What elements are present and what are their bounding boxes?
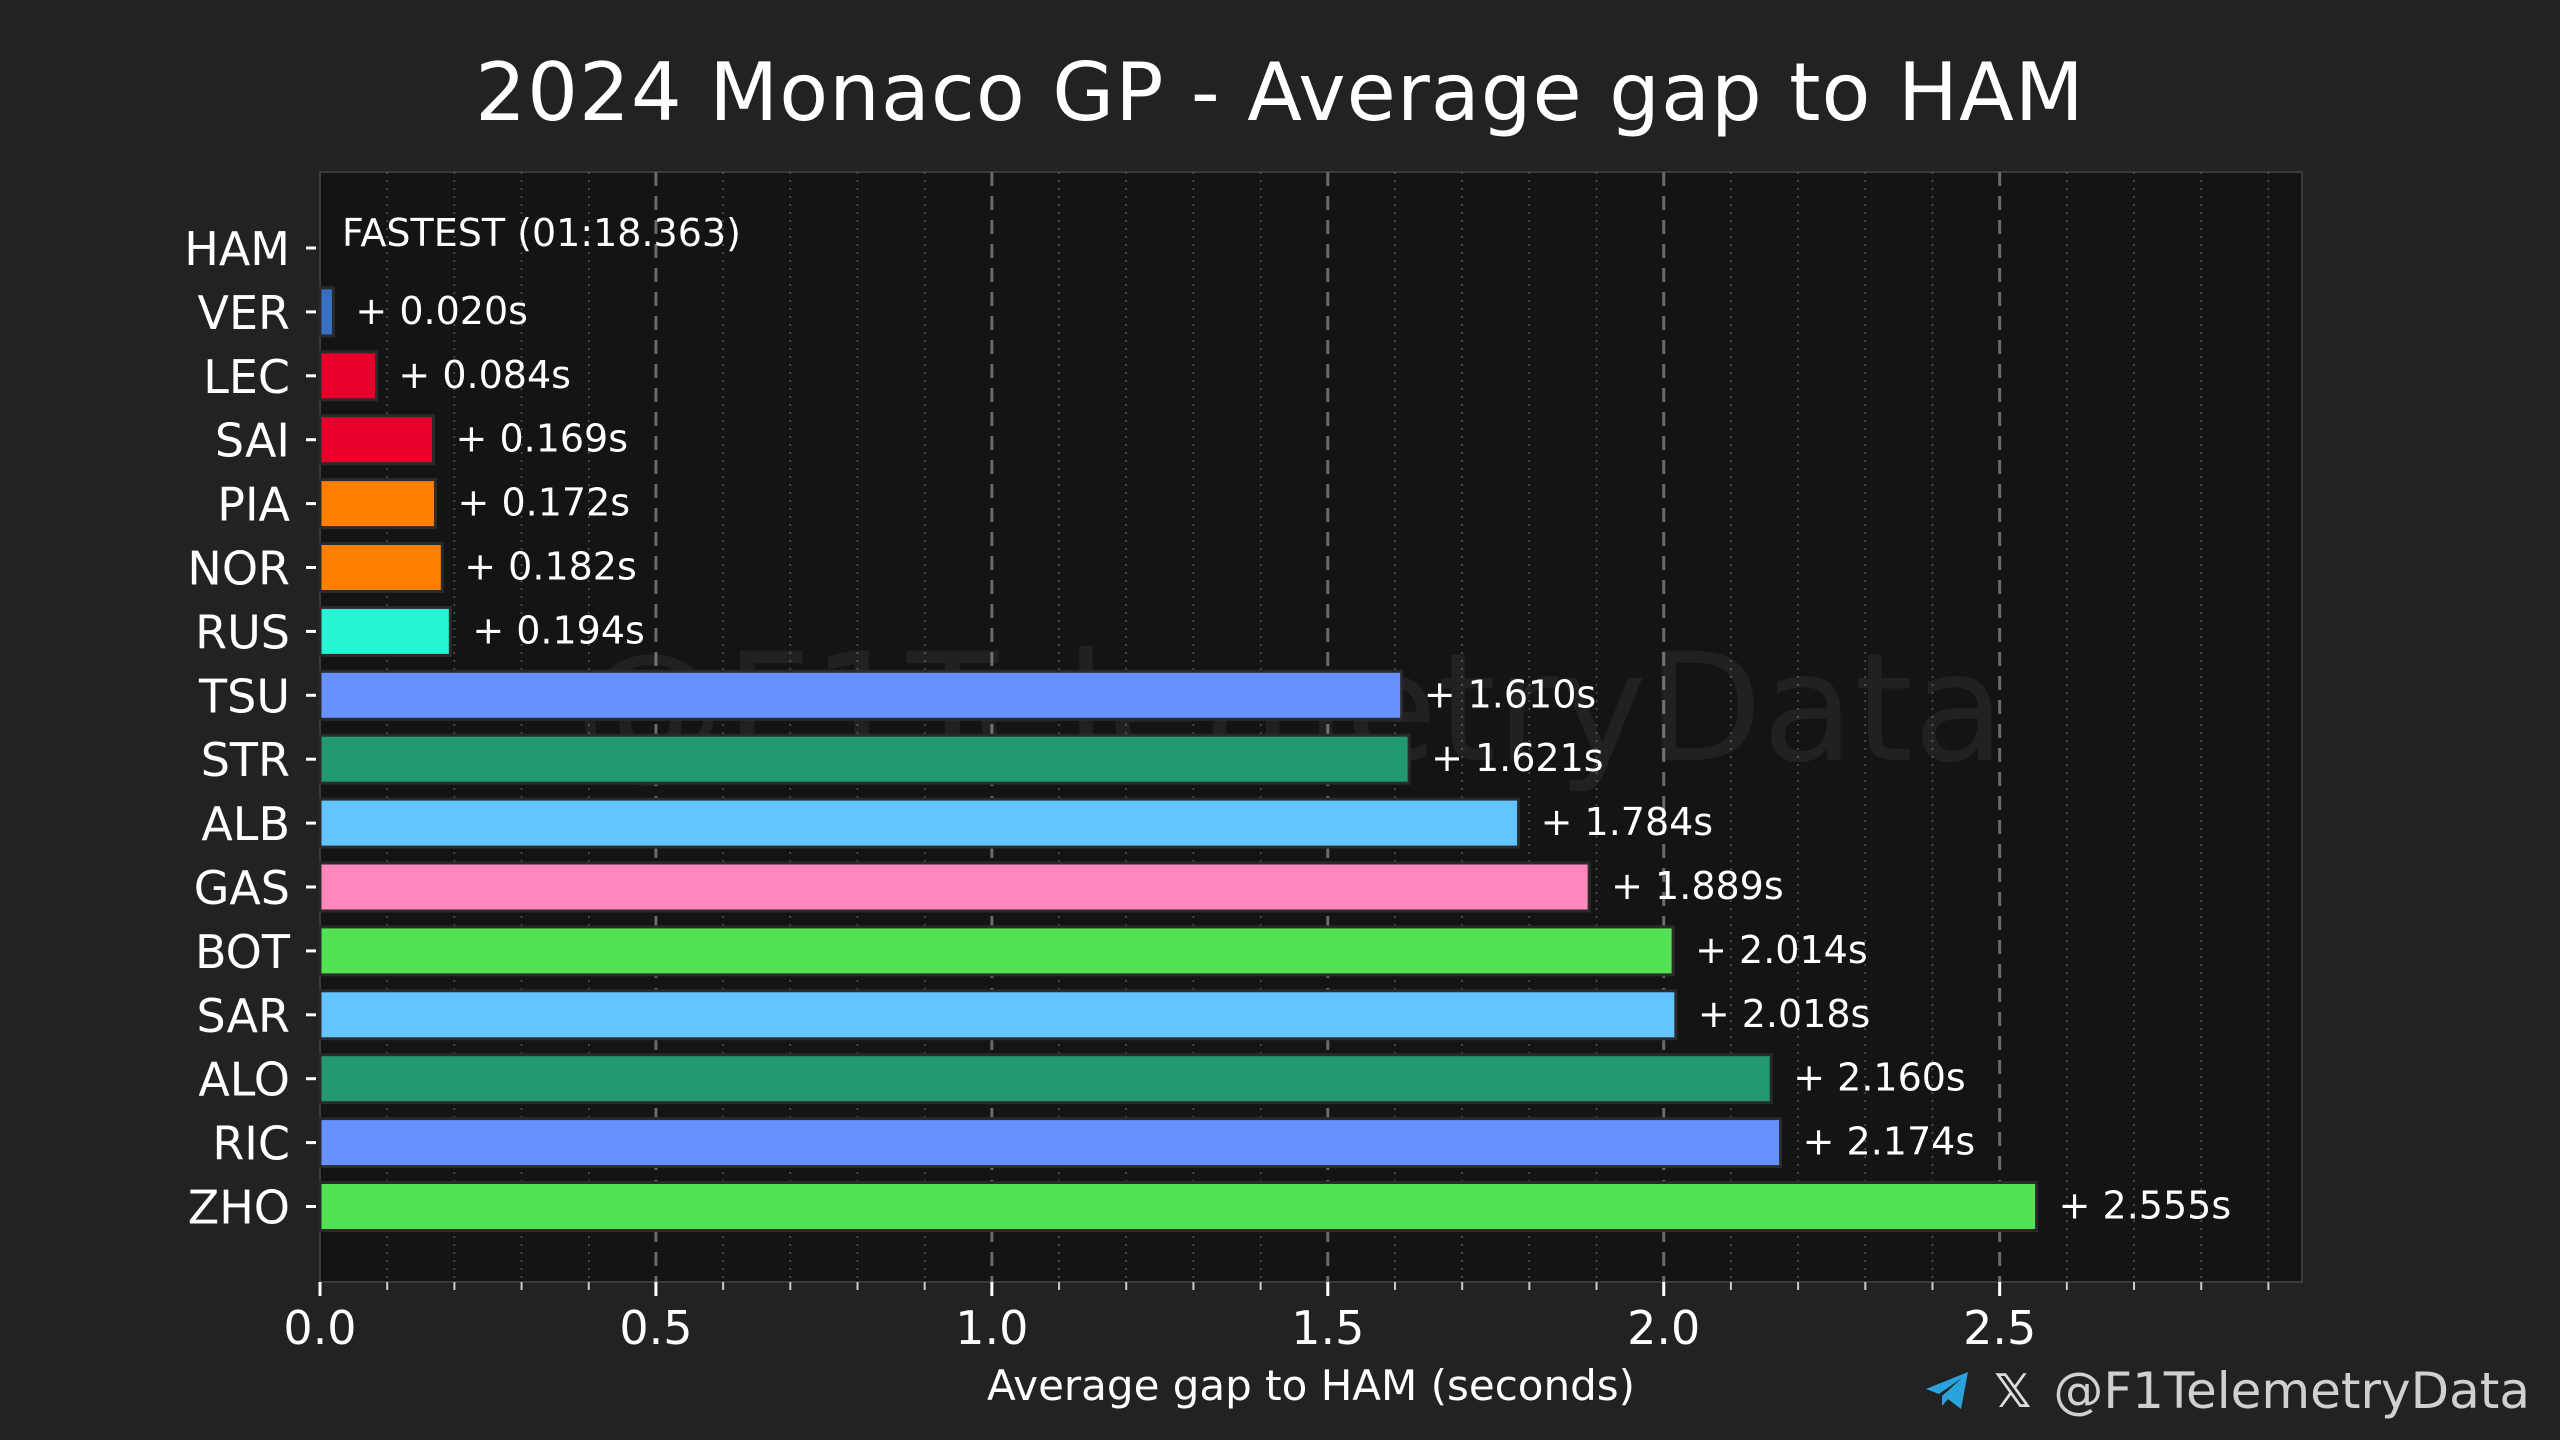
y-tick-label: TSU: [198, 669, 290, 723]
y-tick-label: GAS: [194, 861, 290, 915]
fastest-label: FASTEST (01:18.363): [342, 211, 741, 255]
data-label: + 1.784s: [1541, 800, 1714, 844]
bar-pia[interactable]: [318, 478, 438, 530]
bar-sar[interactable]: [318, 989, 1678, 1041]
data-label: + 2.160s: [1793, 1056, 1966, 1100]
x-tick-label: 1.5: [1291, 1301, 1364, 1355]
y-tick-label: SAI: [215, 414, 290, 468]
data-label: + 0.084s: [398, 353, 571, 397]
y-tick-label: ALB: [201, 797, 290, 851]
bar-lec[interactable]: [318, 350, 378, 402]
x-tick-label: 2.5: [1963, 1301, 2036, 1355]
footer-handle[interactable]: @F1TelemetryData: [2053, 1362, 2530, 1420]
y-tick-label: ZHO: [188, 1181, 290, 1235]
data-label: + 0.194s: [472, 608, 645, 652]
data-label: + 0.020s: [355, 289, 528, 333]
y-tick-label: VER: [198, 286, 291, 340]
footer: 𝕏 @F1TelemetryData: [1924, 1362, 2530, 1420]
x-tick-label: 0.5: [619, 1301, 692, 1355]
data-label: + 0.172s: [458, 481, 631, 525]
data-label: + 2.174s: [1803, 1120, 1976, 1164]
bar-alo[interactable]: [318, 1053, 1773, 1105]
y-tick-label: NOR: [187, 542, 290, 596]
y-tick-label: RUS: [195, 605, 290, 659]
x-icon[interactable]: 𝕏: [1994, 1364, 2032, 1418]
bar-ver[interactable]: [318, 286, 335, 338]
bar-sai[interactable]: [318, 414, 436, 466]
y-tick-label: LEC: [203, 350, 290, 404]
bar-bot[interactable]: [318, 925, 1675, 977]
x-tick-label: 1.0: [955, 1301, 1028, 1355]
data-label: + 2.555s: [2059, 1184, 2232, 1228]
data-label: + 2.018s: [1698, 992, 1871, 1036]
bar-zho[interactable]: [318, 1181, 2039, 1232]
y-tick-label: SAR: [197, 989, 290, 1043]
y-tick-label: RIC: [212, 1117, 290, 1171]
y-tick-label: ALO: [198, 1053, 290, 1107]
y-tick-label: HAM: [184, 222, 290, 276]
bar-ric[interactable]: [318, 1117, 1783, 1169]
bar-tsu[interactable]: [318, 669, 1404, 721]
x-tick-label: 2.0: [1627, 1301, 1700, 1355]
data-label: + 0.182s: [464, 545, 637, 589]
x-axis-label: Average gap to HAM (seconds): [987, 1361, 1635, 1410]
y-tick-label: BOT: [195, 925, 291, 979]
bar-alb[interactable]: [318, 797, 1521, 849]
bar-gas[interactable]: [318, 861, 1591, 913]
x-tick-label: 0.0: [283, 1301, 356, 1355]
data-label: + 2.014s: [1695, 928, 1868, 972]
data-label: + 0.169s: [456, 417, 629, 461]
data-label: + 1.610s: [1424, 672, 1597, 716]
chart-title: 2024 Monaco GP - Average gap to HAM: [475, 46, 2085, 139]
y-tick-label: STR: [201, 733, 290, 787]
bar-str[interactable]: [318, 733, 1411, 785]
data-label: + 1.621s: [1431, 736, 1604, 780]
data-label: + 1.889s: [1611, 864, 1784, 908]
bar-nor[interactable]: [318, 542, 444, 593]
telegram-icon[interactable]: [1924, 1370, 1972, 1412]
y-tick-label: PIA: [217, 478, 290, 532]
bar-rus[interactable]: [318, 605, 452, 657]
